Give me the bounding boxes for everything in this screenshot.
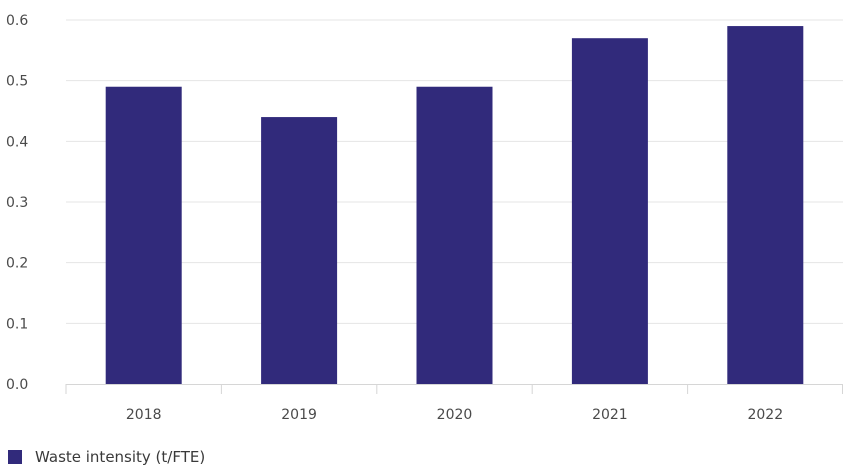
x-tick-label: 2022	[747, 407, 783, 423]
x-axis-tick-labels: 2018 2019 2020 2021 2022	[126, 407, 783, 423]
y-tick-label: 0.4	[6, 134, 28, 150]
bar-2019	[261, 117, 338, 385]
y-tick-label: 0.0	[6, 377, 28, 393]
legend-swatch	[8, 450, 22, 464]
legend-label: Waste intensity (t/FTE)	[35, 448, 206, 466]
bar-2020	[416, 86, 493, 384]
bar-2018	[105, 86, 182, 384]
y-tick-label: 0.6	[6, 13, 28, 29]
bar-chart: 0.00.10.20.30.40.50.6 2018 2019 2020 2021 20…	[6, 13, 843, 423]
bar-2022	[727, 26, 804, 385]
y-tick-label: 0.2	[6, 256, 28, 272]
x-axis	[65, 384, 843, 394]
y-tick-label: 0.5	[6, 74, 28, 90]
x-tick-label: 2019	[281, 407, 317, 423]
y-axis-tick-labels: 0.0 0.1 0.2 0.3 0.4 0.5 0.6	[6, 13, 28, 393]
x-tick-label: 2020	[437, 407, 473, 423]
legend: Waste intensity (t/FTE)	[8, 448, 205, 466]
y-tick-label: 0.1	[6, 316, 28, 332]
x-tick-label: 2021	[592, 407, 628, 423]
bar-2021	[571, 38, 648, 384]
y-tick-label: 0.3	[6, 195, 28, 211]
bars	[105, 26, 804, 385]
x-tick-label: 2018	[126, 407, 162, 423]
